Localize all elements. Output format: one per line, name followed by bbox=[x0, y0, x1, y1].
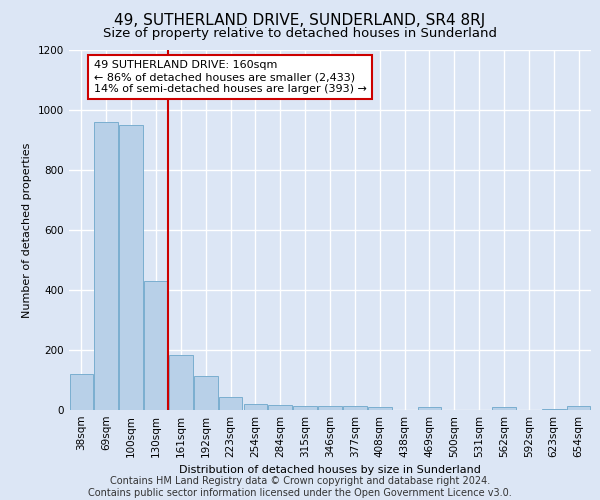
Bar bbox=[293, 406, 317, 410]
Bar bbox=[194, 376, 218, 410]
Text: 49 SUTHERLAND DRIVE: 160sqm
← 86% of detached houses are smaller (2,433)
14% of : 49 SUTHERLAND DRIVE: 160sqm ← 86% of det… bbox=[94, 60, 367, 94]
Text: Contains HM Land Registry data © Crown copyright and database right 2024.
Contai: Contains HM Land Registry data © Crown c… bbox=[88, 476, 512, 498]
Bar bbox=[219, 396, 242, 410]
Bar bbox=[567, 406, 590, 410]
Bar bbox=[144, 281, 168, 410]
Text: 49, SUTHERLAND DRIVE, SUNDERLAND, SR4 8RJ: 49, SUTHERLAND DRIVE, SUNDERLAND, SR4 8R… bbox=[115, 12, 485, 28]
Bar bbox=[94, 122, 118, 410]
Bar bbox=[418, 407, 441, 410]
Bar bbox=[542, 408, 566, 410]
Bar bbox=[368, 407, 392, 410]
Text: Size of property relative to detached houses in Sunderland: Size of property relative to detached ho… bbox=[103, 28, 497, 40]
Bar bbox=[492, 407, 516, 410]
Bar bbox=[343, 406, 367, 410]
Bar bbox=[268, 404, 292, 410]
Y-axis label: Number of detached properties: Number of detached properties bbox=[22, 142, 32, 318]
Bar bbox=[318, 406, 342, 410]
Bar bbox=[244, 404, 267, 410]
Bar bbox=[70, 374, 93, 410]
Bar bbox=[169, 354, 193, 410]
X-axis label: Distribution of detached houses by size in Sunderland: Distribution of detached houses by size … bbox=[179, 466, 481, 475]
Bar bbox=[119, 125, 143, 410]
